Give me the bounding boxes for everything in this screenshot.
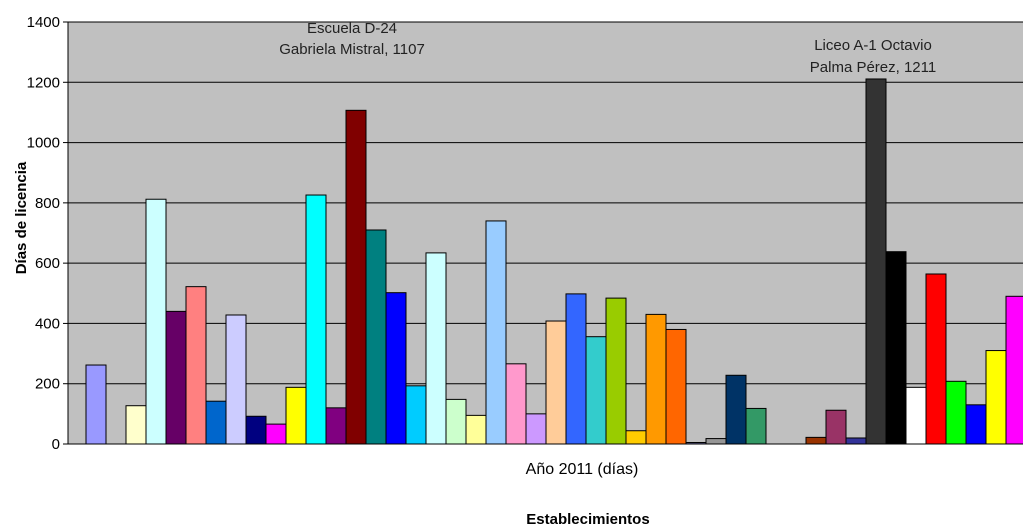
bar: [745, 407, 767, 445]
bar: [985, 350, 1007, 445]
bar: [365, 229, 387, 445]
bar: [165, 310, 187, 445]
bar: [645, 313, 667, 445]
bar: [385, 292, 407, 445]
y-axis-label: Días de licencia: [13, 161, 30, 274]
bar: [505, 363, 527, 445]
annotation-escuela-line2: Gabriela Mistral, 1107: [279, 41, 425, 58]
bar: [585, 336, 607, 445]
bar: [965, 404, 987, 445]
bar: [285, 386, 307, 445]
bar: [1005, 295, 1023, 445]
y-tick-labels: 0 200 400 600 800 1000 1200 1400: [27, 14, 68, 453]
bar: [145, 198, 167, 445]
y-tick-label: 800: [35, 195, 60, 212]
bar: [205, 400, 227, 445]
bar: [725, 374, 747, 445]
bar: [905, 386, 927, 445]
y-tick-label: 1200: [27, 74, 60, 91]
annotation-liceo-line1: Liceo A-1 Octavio: [814, 37, 932, 54]
bar: [565, 293, 587, 445]
bar: [345, 109, 367, 445]
annotation-liceo-line2: Palma Pérez, 1211: [810, 59, 936, 76]
bar: [325, 407, 347, 445]
bar: [125, 405, 147, 445]
bar: [525, 413, 547, 445]
bar: [545, 320, 567, 445]
x-axis-title: Establecimientos: [526, 511, 649, 528]
bar: [625, 430, 647, 445]
y-tick-label: 400: [35, 315, 60, 332]
bar: [245, 415, 267, 445]
bar: [825, 409, 847, 445]
bar: [265, 423, 287, 445]
y-tick-label: 1000: [27, 135, 60, 152]
bar: [485, 220, 507, 445]
bar: [705, 438, 727, 445]
bar: [445, 398, 467, 445]
bar: [185, 286, 207, 445]
bar: [925, 273, 947, 445]
bar: [85, 364, 107, 445]
bar: [945, 380, 967, 445]
annotation-escuela-line1: Escuela D-24: [307, 20, 397, 37]
bars: [85, 78, 1023, 445]
x-axis-label: Año 2011 (días): [526, 461, 639, 478]
bar: [465, 414, 487, 445]
bar: [225, 314, 247, 445]
bar: [865, 78, 887, 445]
y-tick-label: 1400: [27, 14, 60, 31]
bar: [605, 297, 627, 445]
bar: [885, 251, 907, 445]
bar: [805, 436, 827, 445]
y-tick-label: 600: [35, 255, 60, 272]
bar: [665, 328, 687, 445]
bar: [845, 437, 867, 445]
bar: [405, 385, 427, 445]
axes: [67, 22, 1023, 445]
bar: [305, 194, 327, 445]
y-tick-label: 0: [52, 436, 60, 453]
y-tick-label: 200: [35, 376, 60, 393]
bar: [425, 252, 447, 445]
